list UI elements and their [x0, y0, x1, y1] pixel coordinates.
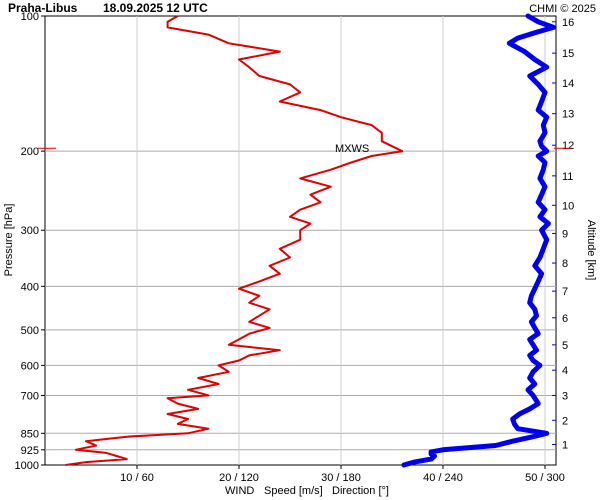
sounding-datetime: 18.09.2025 12 UTC — [103, 1, 208, 15]
pressure-axis-title: Pressure [hPa] — [3, 204, 15, 277]
credit-label: CHMI © 2025 — [529, 3, 596, 15]
altitude-tick-label-3: 3 — [562, 390, 568, 402]
wind-axis: 10 / 60 20 / 120 30 / 180 40 / 240 50 / 300 — [120, 465, 565, 484]
altitude-tick-label-13: 13 — [562, 109, 574, 121]
pressure-tick-label-200: 200 — [21, 146, 39, 158]
plot-frame — [44, 15, 557, 466]
pressure-tick-label-400: 400 — [21, 281, 39, 293]
pressure-axis: 100 200 300 400 500 600 700 850 925 1000 — [15, 11, 45, 472]
altitude-tick-label-9: 9 — [562, 228, 568, 240]
max-wind-label: MXWS — [335, 143, 369, 155]
altitude-tick-label-2: 2 — [562, 415, 568, 427]
direction-series-line — [401, 13, 556, 468]
pressure-tick-label-500: 500 — [21, 325, 39, 337]
wind-tick-label-10: 10 / 60 — [120, 472, 154, 484]
altitude-tick-label-12: 12 — [562, 140, 574, 152]
pressure-tick-label-925: 925 — [21, 445, 39, 457]
x-axis-title-direction: Direction [°] — [332, 485, 389, 497]
pressure-tick-label-300: 300 — [21, 225, 39, 237]
pressure-grid — [45, 150, 556, 451]
pressure-tick-label-600: 600 — [21, 360, 39, 372]
altitude-tick-label-8: 8 — [562, 258, 568, 270]
altitude-tick-label-10: 10 — [562, 200, 574, 212]
altitude-tick-label-5: 5 — [562, 340, 568, 352]
altitude-tick-label-14: 14 — [562, 78, 574, 90]
wind-tick-label-30: 30 / 180 — [321, 472, 361, 484]
pressure-tick-label-850: 850 — [21, 428, 39, 440]
altitude-tick-label-4: 4 — [562, 365, 568, 377]
pressure-tick-label-1000: 1000 — [15, 460, 39, 472]
altitude-tick-label-1: 1 — [562, 439, 568, 451]
x-axis-title-speed: Speed [m/s] — [264, 485, 323, 497]
pressure-tick-label-100: 100 — [21, 11, 39, 23]
altitude-axis-title: Altitude [km] — [585, 220, 597, 281]
altitude-tick-label-15: 15 — [562, 48, 574, 60]
pressure-tick-label-700: 700 — [21, 390, 39, 402]
wind-tick-label-50: 50 / 300 — [525, 472, 565, 484]
altitude-tick-label-16: 16 — [562, 17, 574, 29]
altitude-tick-label-11: 11 — [562, 171, 573, 183]
altitude-tick-label-7: 7 — [562, 286, 568, 298]
station-name: Praha-Libus — [8, 1, 78, 15]
wind-grid — [136, 16, 546, 465]
speed-series-line — [65, 15, 404, 466]
max-wind-marker: MXWS — [38, 143, 572, 155]
wind-tick-label-20: 20 / 120 — [219, 472, 259, 484]
series-layer — [65, 13, 556, 468]
altitude-tick-label-6: 6 — [562, 313, 568, 325]
wind-tick-label-40: 40 / 240 — [423, 472, 463, 484]
x-axis-title-wind: WIND — [225, 485, 254, 497]
